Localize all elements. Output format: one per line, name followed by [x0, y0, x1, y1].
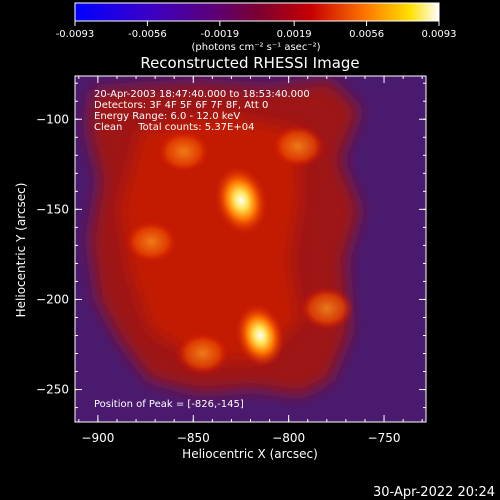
colorbar-tick-label: 0.0019 — [277, 29, 312, 40]
colorbar-ticks: -0.0093 -0.0056 -0.0019 0.0019 0.0056 0.0093 — [56, 21, 457, 40]
heatmap-image — [75, 76, 426, 422]
colorbar-tick-label: -0.0093 — [56, 29, 95, 40]
y-tick-label: −250 — [36, 383, 69, 397]
x-axis-ticks: −900 −850 −800 −750 — [78, 76, 423, 445]
source — [270, 123, 327, 169]
source — [235, 304, 285, 367]
colorbar-tick-label: 0.0056 — [349, 29, 384, 40]
source — [123, 219, 180, 265]
y-axis-ticks: −100 −150 −200 −250 — [36, 82, 426, 409]
colorbar-tick-label: 0.0093 — [422, 29, 457, 40]
annotation-line: Energy Range: 6.0 - 12.0 keV — [94, 111, 240, 122]
x-tick-label: −900 — [81, 431, 114, 445]
footer-timestamp: 30-Apr-2022 20:24 — [373, 485, 495, 500]
source — [174, 331, 231, 376]
x-tick-label: −800 — [272, 431, 305, 445]
chart-title: Reconstructed RHESSI Image — [140, 54, 359, 72]
peak-source — [214, 166, 268, 235]
colorbar-tick-label: -0.0056 — [128, 29, 167, 40]
x-axis-label: Heliocentric X (arcsec) — [182, 447, 318, 461]
annotation-line: Clean Total counts: 5.37E+04 — [94, 122, 254, 133]
colorbar — [74, 2, 440, 22]
annotations: 20-Apr-2003 18:47:40.000 to 18:53:40.000… — [94, 89, 310, 133]
peak-position-label: Position of Peak = [-826,-145] — [94, 399, 244, 410]
y-tick-label: −200 — [36, 292, 69, 306]
source — [298, 286, 355, 331]
colorbar-unit-label: (photons cm⁻² s⁻¹ asec⁻²) — [191, 42, 320, 53]
source — [155, 129, 212, 175]
annotation-line: 20-Apr-2003 18:47:40.000 to 18:53:40.000 — [94, 89, 310, 100]
x-tick-label: −850 — [177, 431, 210, 445]
sources — [123, 123, 355, 376]
x-tick-label: −750 — [368, 431, 401, 445]
colorbar-tick-label: -0.0019 — [201, 29, 240, 40]
y-tick-label: −100 — [36, 112, 69, 126]
y-axis-label: Heliocentric Y (arcsec) — [14, 183, 28, 318]
annotation-line: Detectors: 3F 4F 5F 6F 7F 8F, Att 0 — [94, 100, 268, 111]
y-tick-label: −150 — [36, 202, 69, 216]
